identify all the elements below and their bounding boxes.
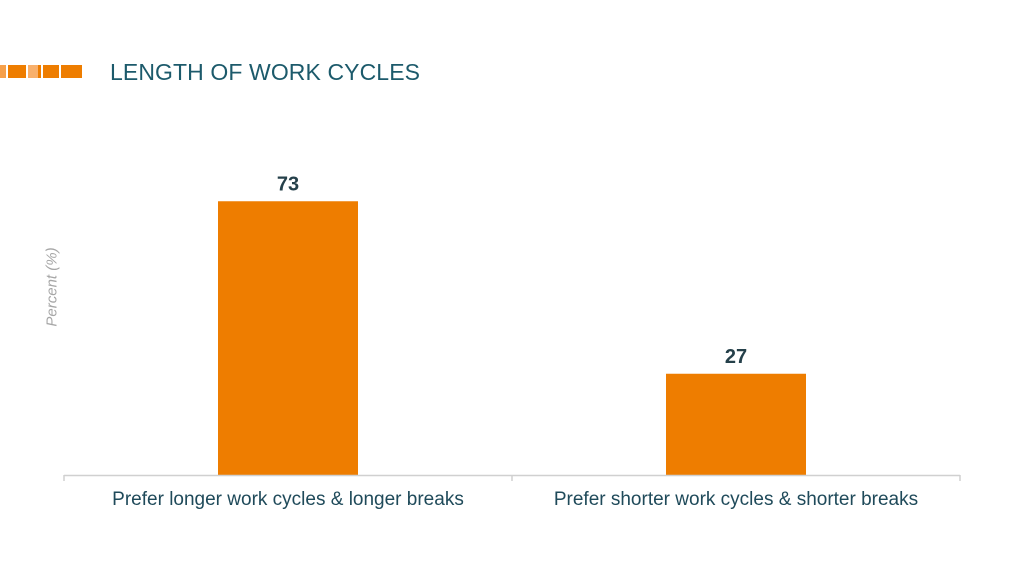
accent-gap: [6, 65, 8, 78]
accent-segment: [61, 65, 82, 78]
accent-segment: [38, 65, 41, 78]
title-accent-bar: [0, 65, 82, 78]
accent-gap: [59, 65, 61, 78]
accent-gap: [41, 65, 43, 78]
accent-segment: [28, 65, 38, 78]
bar-1: [218, 201, 358, 475]
data-label-2: 27: [725, 346, 747, 368]
accent-segment: [8, 65, 26, 78]
x-tick-label-2: Prefer shorter work cycles & shorter bre…: [554, 489, 918, 510]
bar-2: [666, 373, 806, 475]
accent-gap: [26, 65, 28, 78]
data-label-1: 73: [277, 173, 299, 195]
accent-segment: [0, 65, 6, 78]
accent-segment: [43, 65, 59, 78]
page-title: LENGTH OF WORK CYCLES: [110, 59, 421, 85]
x-tick-label-1: Prefer longer work cycles & longer break…: [112, 489, 464, 510]
